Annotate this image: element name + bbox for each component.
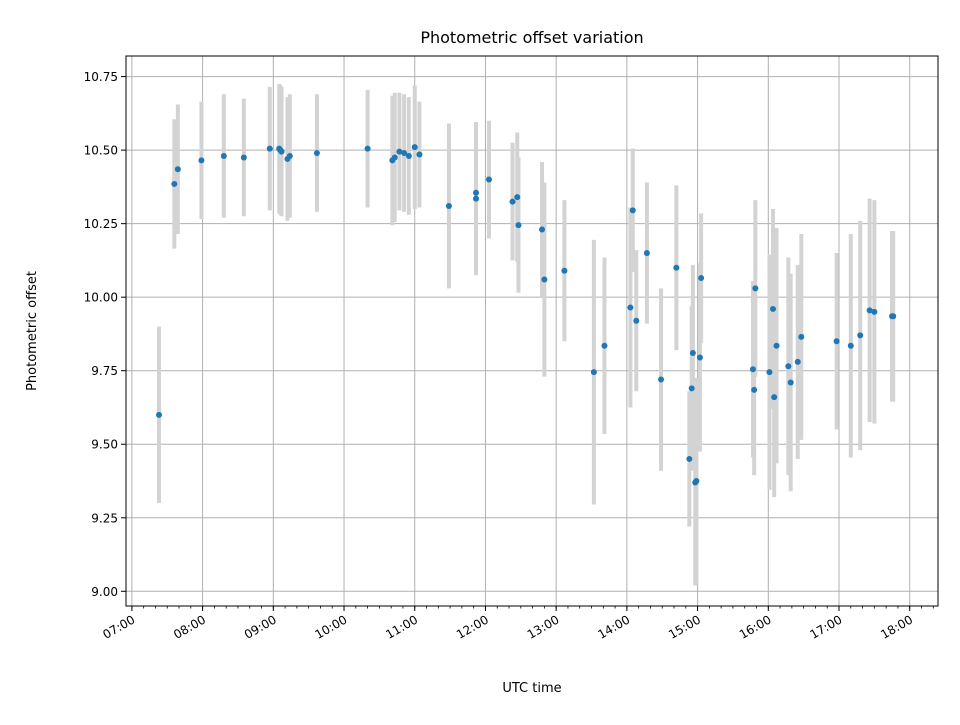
data-point [866, 307, 873, 314]
x-tick-label: 15:00 [666, 612, 703, 641]
data-point [787, 379, 794, 386]
data-point [445, 203, 452, 209]
chart-title: Photometric offset variation [420, 28, 643, 47]
data-point [771, 394, 778, 401]
data-point [266, 145, 273, 152]
x-tick-label: 14:00 [595, 612, 632, 641]
data-point [286, 153, 293, 159]
data-point [155, 411, 162, 418]
y-axis-label: Photometric offset [25, 271, 40, 391]
x-tick-label: 12:00 [454, 612, 491, 641]
data-point [693, 478, 700, 484]
data-point [643, 250, 650, 257]
data-point [396, 148, 403, 155]
data-point [590, 369, 597, 376]
data-point [515, 222, 522, 229]
data-point [688, 385, 695, 392]
x-tick-label: 18:00 [878, 612, 915, 641]
data-point [689, 350, 696, 357]
data-point [773, 342, 780, 349]
data-point [473, 189, 480, 196]
x-tick-label: 11:00 [383, 612, 420, 641]
data-point [833, 338, 840, 345]
x-tick-label: 16:00 [737, 612, 774, 641]
data-points [155, 144, 897, 486]
error-bars [156, 83, 896, 586]
y-tick-label: 10.75 [84, 70, 118, 84]
data-point [171, 180, 178, 187]
data-point [752, 285, 759, 292]
grid-lines [126, 56, 938, 606]
data-point [601, 342, 608, 349]
data-point [401, 150, 408, 157]
data-point [658, 376, 665, 383]
x-axis-ticks: 07:00 08:00 09:00 10:00 11:00 12:00 13:00 14:00… [100, 606, 934, 642]
data-point [871, 308, 878, 315]
x-tick-label: 07:00 [100, 612, 137, 641]
data-point [411, 144, 418, 151]
y-tick-label: 10.00 [84, 291, 118, 305]
y-tick-label: 10.50 [84, 144, 118, 158]
y-tick-label: 9.25 [91, 511, 118, 525]
data-point [696, 354, 703, 361]
data-point [847, 342, 854, 349]
data-point [541, 276, 548, 283]
x-tick-label: 17:00 [808, 612, 845, 641]
data-point [509, 198, 516, 205]
data-point [514, 194, 521, 201]
data-point [629, 207, 636, 214]
y-tick-label: 10.25 [84, 217, 118, 231]
data-point [416, 151, 423, 158]
data-point [698, 275, 705, 282]
x-tick-label: 08:00 [171, 612, 208, 641]
data-point [278, 148, 285, 155]
data-point [561, 267, 568, 274]
data-point [673, 264, 680, 271]
data-point [198, 157, 205, 164]
data-point [391, 154, 398, 161]
x-tick-label: 10:00 [313, 612, 350, 641]
x-tick-label: 09:00 [242, 612, 279, 641]
y-tick-label: 9.50 [91, 438, 118, 452]
data-point [785, 363, 792, 370]
data-point [539, 226, 546, 233]
data-point [220, 153, 227, 159]
plot-area-frame [125, 55, 939, 607]
data-point [627, 304, 634, 311]
data-point [405, 153, 412, 159]
y-tick-label: 9.75 [91, 364, 118, 378]
data-point [794, 358, 801, 365]
data-point [798, 333, 805, 340]
data-point [364, 145, 371, 152]
data-point [313, 150, 320, 157]
y-axis-ticks: 9.00 9.25 9.50 9.75 10.00 10.25 10.50 10.75 [84, 70, 126, 599]
data-point [857, 332, 864, 339]
data-point [770, 305, 777, 312]
data-point [240, 154, 247, 161]
y-tick-label: 9.00 [91, 585, 118, 599]
data-point [686, 455, 693, 462]
data-point [890, 313, 897, 320]
data-point [633, 317, 640, 324]
data-point [749, 366, 756, 373]
data-point [485, 176, 492, 183]
x-axis-label: UTC time [502, 681, 561, 696]
data-point [766, 369, 773, 376]
data-point [751, 386, 758, 393]
x-tick-label: 13:00 [525, 612, 562, 641]
data-point [473, 195, 480, 202]
data-point [174, 166, 181, 173]
